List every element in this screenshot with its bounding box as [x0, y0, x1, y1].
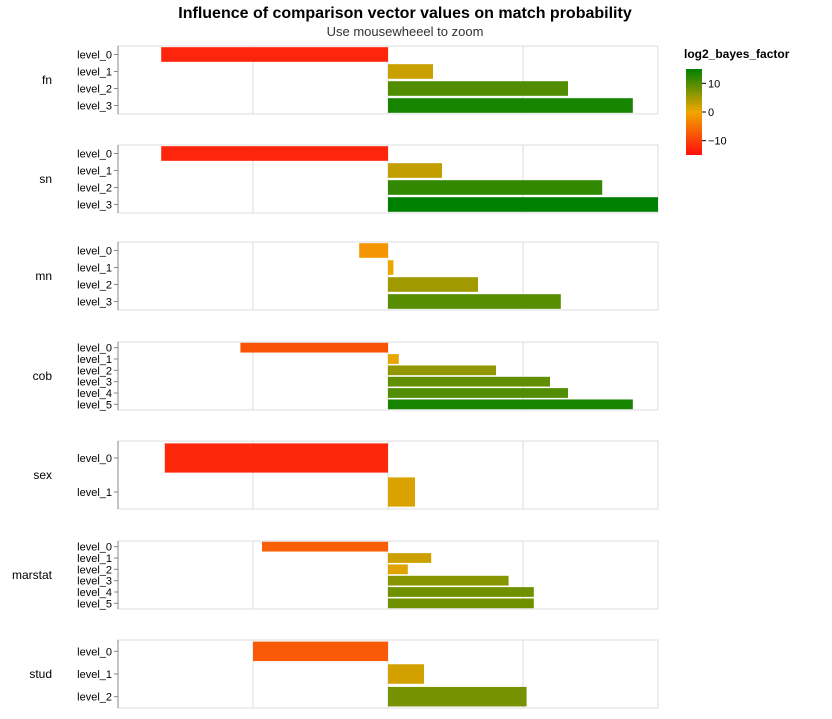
y-tick-label: level_1	[77, 354, 112, 366]
bar-cob-level_0[interactable]	[240, 342, 388, 353]
legend-ticks: 10 0 −10	[702, 78, 727, 148]
y-tick-label: level_3	[77, 101, 112, 113]
bar-fn-level_1[interactable]	[388, 64, 433, 79]
bar-marstat-level_5[interactable]	[388, 598, 534, 609]
y-tick-label: level_0	[77, 343, 112, 355]
bar-sn-level_2[interactable]	[388, 180, 603, 195]
facet-fn: fn level_0 level_1 level_2 level_3	[42, 45, 659, 115]
y-tick-label: level_3	[77, 297, 112, 309]
bar-stud-level_1[interactable]	[388, 664, 424, 684]
facet-stud: stud level_0 level_1 level_2	[29, 639, 659, 709]
y-tick-label: level_0	[77, 453, 112, 465]
y-tick-label: level_1	[77, 669, 112, 681]
facet-label: cob	[33, 369, 53, 383]
facet-marstat: marstatlevel_0level_1level_2level_3level…	[12, 540, 659, 610]
y-tick-label: level_4	[77, 388, 112, 400]
y-tick-label: level_0	[77, 149, 112, 161]
bar-marstat-level_4[interactable]	[388, 587, 534, 597]
y-tick-label: level_4	[77, 587, 112, 599]
legend-tick-label: 10	[708, 78, 720, 90]
bar-marstat-level_1[interactable]	[388, 553, 432, 563]
bar-marstat-level_2[interactable]	[388, 564, 408, 575]
facet-label: stud	[29, 667, 52, 681]
facets-group: fnlevel_0level_1level_2level_3snlevel_0l…	[12, 45, 659, 709]
legend-gradient-bar	[686, 69, 702, 155]
legend-tick-label: −10	[708, 136, 727, 148]
y-tick-label: level_0	[77, 646, 112, 658]
bar-sex-level_1[interactable]	[388, 477, 415, 507]
chart-subtitle: Use mousewheeel to zoom	[327, 24, 484, 39]
bar-sn-level_3[interactable]	[388, 197, 658, 212]
bar-mn-level_0[interactable]	[359, 243, 388, 258]
bar-mn-level_3[interactable]	[388, 294, 561, 309]
y-tick-label: level_0	[77, 50, 112, 62]
bar-cob-level_2[interactable]	[388, 365, 496, 376]
chart-title: Influence of comparison vector values on…	[178, 5, 632, 22]
bar-stud-level_0[interactable]	[253, 641, 388, 662]
y-tick-label: level_2	[77, 280, 112, 292]
y-tick-label: level_5	[77, 598, 112, 610]
facet-sex: sex level_0 level_1	[33, 440, 659, 510]
legend: log2_bayes_factor 10 0 −10	[684, 47, 790, 155]
facet-label: fn	[42, 73, 52, 87]
y-tick-label: level_2	[77, 183, 112, 195]
facet-mn: mn level_0 level_1 level_2 level_3	[35, 241, 659, 311]
y-tick-label: level_0	[77, 542, 112, 554]
bar-fn-level_3[interactable]	[388, 98, 633, 113]
y-tick-label: level_3	[77, 200, 112, 212]
y-tick-label: level_3	[77, 576, 112, 588]
bar-mn-level_2[interactable]	[388, 277, 478, 292]
bar-sn-level_0[interactable]	[161, 146, 388, 161]
bar-cob-level_3[interactable]	[388, 376, 550, 387]
bar-cob-level_1[interactable]	[388, 354, 399, 364]
legend-title: log2_bayes_factor	[684, 47, 790, 61]
y-tick-label: level_1	[77, 67, 112, 79]
y-tick-label: level_1	[77, 166, 112, 178]
y-tick-label: level_2	[77, 365, 112, 377]
bar-sex-level_0[interactable]	[164, 443, 388, 473]
y-tick-label: level_1	[77, 553, 112, 565]
bar-marstat-level_3[interactable]	[388, 575, 509, 586]
y-tick-label: level_0	[77, 246, 112, 258]
bar-sn-level_1[interactable]	[388, 163, 442, 178]
y-tick-label: level_2	[77, 692, 112, 704]
y-tick-label: level_2	[77, 84, 112, 96]
y-tick-label: level_5	[77, 399, 112, 411]
facet-cob: cob level_0level_1level_2level_3level_4le…	[33, 341, 659, 411]
facet-label: mn	[35, 269, 52, 283]
bar-cob-level_5[interactable]	[388, 399, 633, 410]
bar-fn-level_2[interactable]	[388, 81, 568, 96]
y-tick-label: level_1	[77, 263, 112, 275]
y-tick-label: level_2	[77, 564, 112, 576]
bar-stud-level_2[interactable]	[388, 686, 527, 707]
facet-label: marstat	[12, 568, 53, 582]
bar-fn-level_0[interactable]	[161, 47, 388, 62]
facet-sn: sn level_0 level_1 level_2 level_3	[39, 144, 659, 214]
y-tick-label: level_1	[77, 487, 112, 499]
facet-label: sn	[39, 172, 52, 186]
legend-tick-label: 0	[708, 107, 714, 119]
bar-mn-level_1[interactable]	[388, 260, 394, 275]
facet-label: sex	[33, 468, 52, 482]
bar-cob-level_4[interactable]	[388, 388, 568, 398]
bar-marstat-level_0[interactable]	[262, 541, 388, 552]
y-tick-label: level_3	[77, 377, 112, 389]
